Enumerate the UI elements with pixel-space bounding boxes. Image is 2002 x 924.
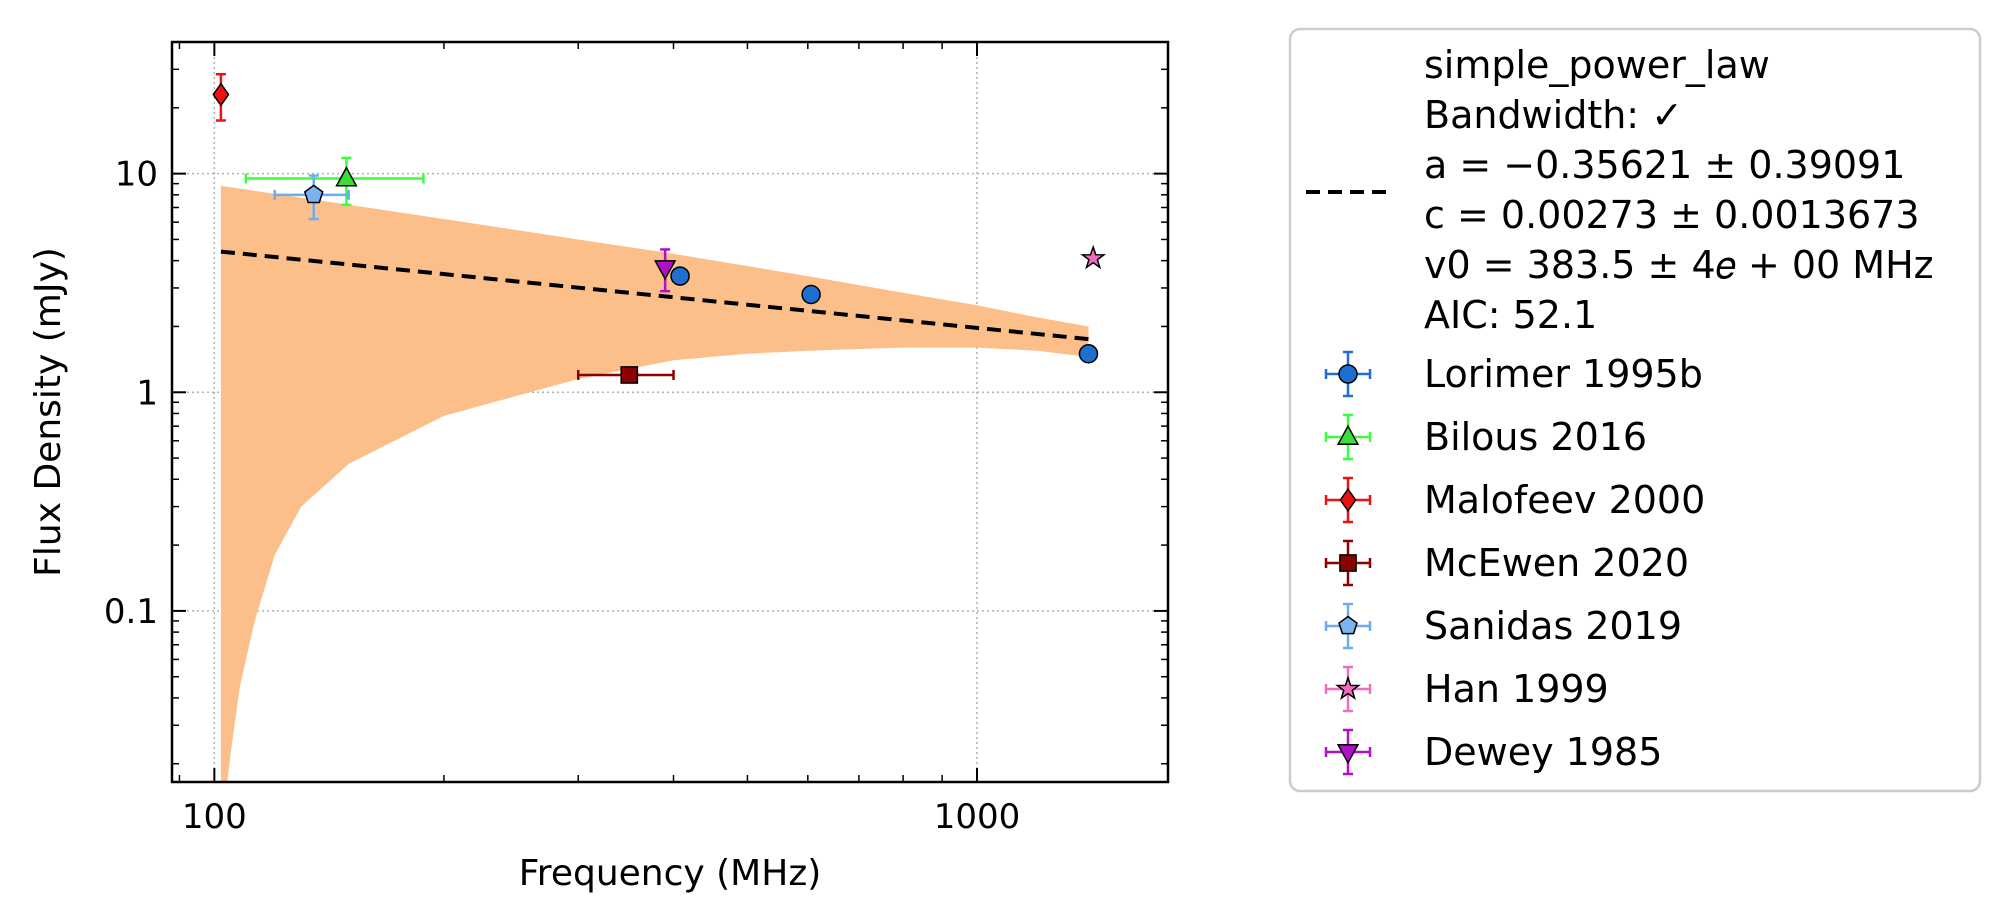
legend-entry-mcewen-2020: McEwen 2020 [1324, 539, 1689, 587]
y-tick-label: 1 [136, 373, 158, 413]
legend-mcewen-2020-marker [1339, 554, 1357, 572]
series-han-1999 [1080, 244, 1107, 270]
legend-lorimer-1995b-marker [1338, 364, 1358, 384]
legend-model-line: simple_power_law [1424, 43, 1770, 87]
data-points-layer [212, 72, 1107, 384]
legend-dewey-1985-marker [1336, 744, 1360, 765]
legend-bilous-2016-marker [1336, 424, 1360, 445]
fit-line [220, 249, 1089, 342]
sanidas-2019-point-marker [303, 184, 324, 204]
series-malofeev-2000 [212, 72, 230, 122]
legend-entry-sanidas-2019: Sanidas 2019 [1324, 602, 1682, 650]
legend: simple_power_law Bandwidth: ✓ a = −0.35621… [1288, 27, 1982, 793]
x-tick-label: 1000 [934, 797, 1021, 837]
legend-model-line: Bandwidth: ✓ [1424, 93, 1683, 137]
dewey-1985-point-marker [653, 260, 677, 281]
uncertainty-band-layer [220, 185, 1089, 782]
legend-entry-dewey-1985: Dewey 1985 [1324, 728, 1662, 776]
series-lorimer-1995b [670, 266, 1099, 364]
legend-han-1999-marker [1335, 675, 1361, 700]
legend-han-1999-label: Han 1999 [1424, 667, 1609, 711]
series-bilous-2016 [244, 156, 425, 207]
y-tick-label: 0.1 [104, 592, 158, 632]
legend-series-entries: Lorimer 1995b Bilous 2016 Malofeev 2000 McE… [1324, 350, 1705, 776]
legend-entry-han-1999: Han 1999 [1324, 665, 1609, 713]
legend-malofeev-2000-marker [1339, 487, 1357, 513]
legend-sanidas-2019-marker [1338, 615, 1358, 635]
lorimer-1995b-point-marker [670, 266, 690, 286]
legend-entry-malofeev-2000: Malofeev 2000 [1324, 476, 1705, 524]
legend-model-entry: simple_power_law Bandwidth: ✓ a = −0.35621… [1306, 43, 1934, 337]
series-sanidas-2019 [273, 174, 350, 221]
x-tick-label: 100 [182, 797, 247, 837]
legend-model-line: v0 = 383.5 ± 4𝑒 + 00 MHz [1424, 243, 1934, 287]
legend-model-line: AIC: 52.1 [1424, 293, 1597, 337]
ticks-layer: 100 1000 0.1 1 10 [104, 42, 1168, 837]
legend-entry-lorimer-1995b: Lorimer 1995b [1324, 350, 1703, 398]
legend-sanidas-2019-label: Sanidas 2019 [1424, 604, 1682, 648]
mcewen-2020-point-marker [620, 366, 639, 384]
legend-frame [1288, 27, 1982, 793]
legend-bilous-2016-label: Bilous 2016 [1424, 415, 1647, 459]
legend-dewey-1985-label: Dewey 1985 [1424, 730, 1662, 774]
lorimer-1995b-point-marker [801, 284, 821, 305]
bilous-2016-point-marker [335, 166, 358, 187]
series-dewey-1985 [653, 248, 677, 293]
x-axis-label: Frequency (MHz) [519, 853, 822, 894]
lorimer-1995b-point-marker [1078, 344, 1099, 364]
y-axis-label: Flux Density (mJy) [28, 247, 69, 577]
legend-mcewen-2020-label: McEwen 2020 [1424, 541, 1689, 585]
axes-frame [170, 40, 1170, 784]
malofeev-2000-point-marker [212, 82, 230, 107]
series-mcewen-2020 [576, 366, 675, 384]
legend-malofeev-2000-label: Malofeev 2000 [1424, 478, 1705, 522]
legend-entry-bilous-2016: Bilous 2016 [1324, 413, 1647, 461]
uncertainty-band [220, 185, 1089, 782]
fit-line-layer [220, 249, 1089, 342]
legend-model-line: a = −0.35621 ± 0.39091 [1424, 143, 1905, 187]
y-tick-label: 10 [115, 155, 158, 195]
legend-lorimer-1995b-label: Lorimer 1995b [1424, 352, 1703, 396]
legend-model-line: c = 0.00273 ± 0.0013673 [1424, 193, 1920, 237]
han-1999-point-marker [1080, 244, 1107, 270]
